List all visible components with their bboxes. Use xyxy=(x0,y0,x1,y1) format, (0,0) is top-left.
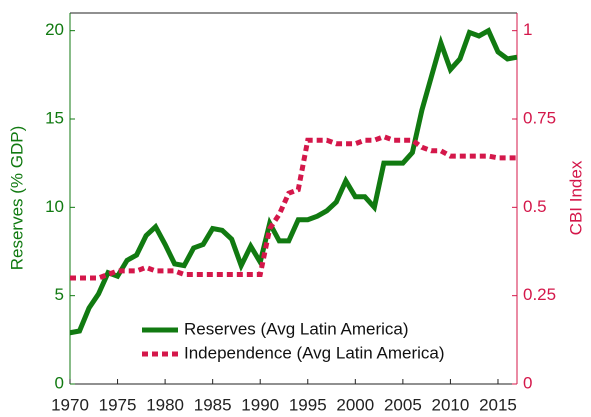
y2-tick-label: 0.75 xyxy=(523,108,556,127)
x-tick-label: 1975 xyxy=(99,395,137,412)
y2-tick-label: 1 xyxy=(523,20,532,39)
x-tick-label: 1970 xyxy=(51,395,89,412)
y-tick-label: 5 xyxy=(55,285,64,304)
legend-label: Reserves (Avg Latin America) xyxy=(184,319,409,338)
y2-tick-label: 0.5 xyxy=(523,197,547,216)
x-tick-label: 1985 xyxy=(194,395,232,412)
x-tick-label: 1980 xyxy=(146,395,184,412)
x-tick-label: 2000 xyxy=(336,395,374,412)
y2-axis-label: CBI Index xyxy=(566,160,585,235)
y-axis-label: Reserves (% GDP) xyxy=(7,126,26,271)
x-tick-label: 2015 xyxy=(479,395,517,412)
y-tick-label: 10 xyxy=(45,197,64,216)
y-tick-label: 20 xyxy=(45,20,64,39)
x-tick-label: 2005 xyxy=(384,395,422,412)
y2-tick-label: 0 xyxy=(523,373,532,392)
series-line xyxy=(70,134,517,281)
y-tick-label: 0 xyxy=(55,373,64,392)
x-tick-label: 1995 xyxy=(289,395,327,412)
series-line xyxy=(69,27,518,336)
x-tick-label: 1990 xyxy=(241,395,279,412)
legend-label: Independence (Avg Latin America) xyxy=(184,343,445,362)
y2-tick-label: 0.25 xyxy=(523,285,556,304)
y-tick-label: 15 xyxy=(45,108,64,127)
x-tick-label: 2010 xyxy=(432,395,470,412)
